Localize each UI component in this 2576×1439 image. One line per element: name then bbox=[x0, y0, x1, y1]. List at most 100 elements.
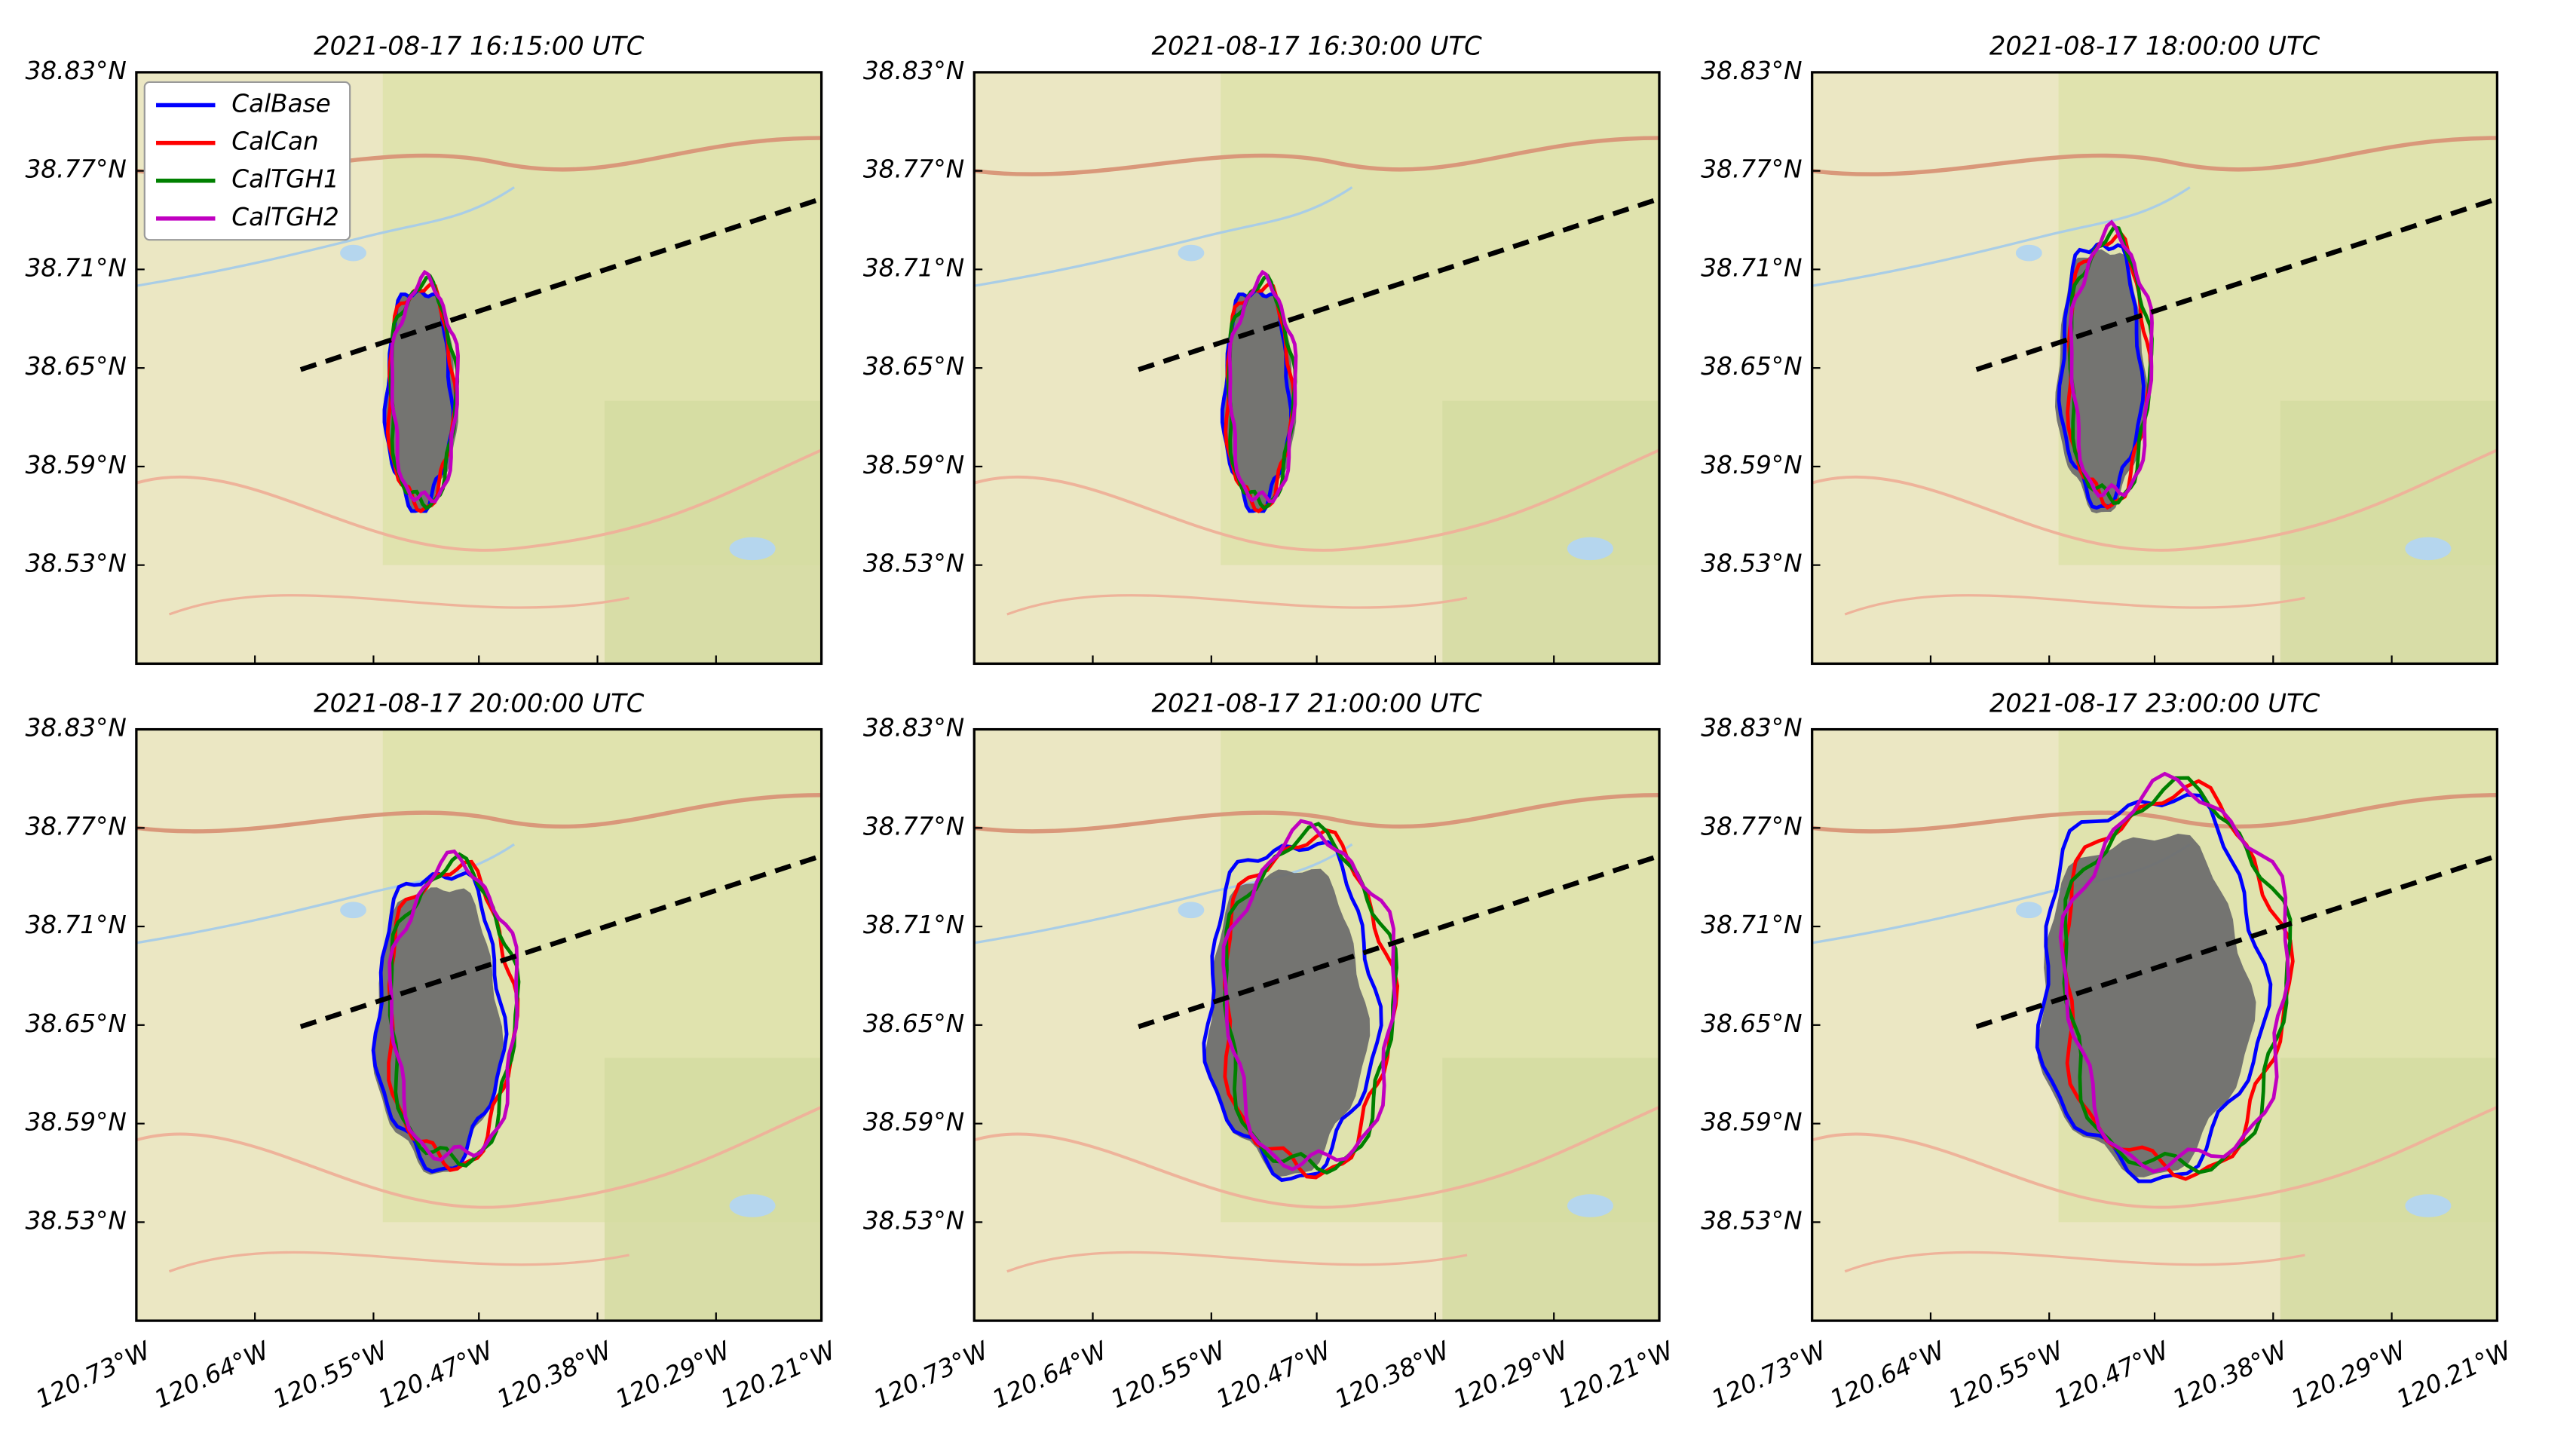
y-tick-label: 38.83°N bbox=[25, 57, 126, 85]
x-tick-label: 120.21°W bbox=[2392, 1336, 2516, 1414]
forest-area bbox=[1442, 400, 1660, 664]
legend-label: CalTGH1 bbox=[231, 165, 339, 194]
simulated-perimeter bbox=[387, 849, 519, 1162]
x-tick-label: 120.55°W bbox=[268, 1336, 393, 1414]
y-tick-label: 38.71°N bbox=[863, 253, 964, 282]
cross-section-line bbox=[1138, 196, 1661, 372]
x-tick-label: 120.29°W bbox=[611, 1336, 736, 1414]
x-tick-label: 120.29°W bbox=[2287, 1336, 2411, 1414]
y-tick-label: 38.53°N bbox=[863, 550, 964, 578]
map-panel bbox=[973, 727, 1661, 1322]
lake bbox=[1178, 902, 1205, 919]
y-tick-label: 38.83°N bbox=[1701, 714, 1802, 742]
lake bbox=[2015, 244, 2042, 262]
x-tick-label: 120.64°W bbox=[1826, 1336, 1950, 1414]
y-tick-label: 38.53°N bbox=[1701, 550, 1802, 578]
legend-box bbox=[143, 81, 351, 241]
lake bbox=[340, 244, 366, 262]
river bbox=[136, 186, 515, 287]
y-tick-label: 38.71°N bbox=[1701, 911, 1802, 939]
y-tick-label: 38.77°N bbox=[863, 812, 964, 840]
map-panel: CalBase CalCan CalTGH1 CalTGH2 bbox=[135, 71, 823, 666]
road bbox=[1844, 1251, 2305, 1273]
x-tick-label: 120.38°W bbox=[492, 1336, 617, 1414]
road bbox=[1006, 1251, 1468, 1273]
x-tick-label: 120.64°W bbox=[988, 1336, 1112, 1414]
x-tick-label: 120.29°W bbox=[1449, 1336, 1573, 1414]
river bbox=[1812, 186, 2191, 287]
cross-section-line bbox=[1975, 853, 2498, 1030]
simulated-perimeter bbox=[2058, 771, 2290, 1174]
road bbox=[973, 136, 1660, 176]
forest-area bbox=[1442, 1058, 1660, 1321]
y-tick-label: 38.59°N bbox=[863, 451, 964, 479]
road bbox=[1812, 1106, 2498, 1209]
road bbox=[973, 793, 1660, 834]
y-tick-label: 38.59°N bbox=[1701, 451, 1802, 479]
observed-fire-area bbox=[1221, 289, 1297, 511]
y-tick-label: 38.59°N bbox=[863, 1108, 964, 1137]
road bbox=[136, 1106, 822, 1209]
x-tick-label: 120.55°W bbox=[1107, 1336, 1231, 1414]
x-tick-label: 120.21°W bbox=[716, 1336, 841, 1414]
lake bbox=[729, 1194, 776, 1217]
map-panel bbox=[135, 727, 823, 1322]
panel-title: 2021-08-17 16:15:00 UTC bbox=[314, 32, 645, 61]
lake bbox=[340, 902, 366, 919]
y-tick-label: 38.71°N bbox=[863, 911, 964, 939]
cross-section-line bbox=[299, 196, 822, 372]
road bbox=[168, 1251, 629, 1273]
lake bbox=[1178, 244, 1205, 262]
y-tick-label: 38.71°N bbox=[25, 911, 126, 939]
y-tick-label: 38.53°N bbox=[25, 1206, 126, 1235]
y-tick-label: 38.65°N bbox=[1701, 1009, 1802, 1038]
simulated-perimeter bbox=[390, 269, 460, 504]
road bbox=[1812, 449, 2498, 552]
y-tick-label: 38.77°N bbox=[863, 155, 964, 184]
road bbox=[136, 449, 822, 552]
y-tick-label: 38.71°N bbox=[25, 253, 126, 282]
road bbox=[973, 1106, 1660, 1209]
river bbox=[974, 186, 1353, 287]
map-panel bbox=[973, 71, 1661, 666]
road bbox=[136, 793, 822, 834]
road bbox=[168, 594, 629, 616]
cross-section-line bbox=[299, 853, 822, 1030]
y-tick-label: 38.65°N bbox=[25, 1009, 126, 1038]
simulated-perimeter bbox=[1221, 819, 1397, 1171]
map-panel bbox=[1811, 727, 2499, 1322]
x-tick-label: 120.64°W bbox=[150, 1336, 274, 1414]
legend-label: CalBase bbox=[231, 89, 330, 118]
y-tick-label: 38.59°N bbox=[25, 1108, 126, 1137]
y-tick-label: 38.53°N bbox=[1701, 1206, 1802, 1235]
lake bbox=[2015, 902, 2042, 919]
panel-title: 2021-08-17 23:00:00 UTC bbox=[1989, 688, 2320, 718]
x-tick-label: 120.47°W bbox=[1211, 1336, 1336, 1414]
y-tick-label: 38.83°N bbox=[25, 714, 126, 742]
cross-section-line bbox=[1138, 853, 1661, 1030]
forest-area bbox=[2280, 1058, 2498, 1321]
y-tick-label: 38.53°N bbox=[25, 550, 126, 578]
x-tick-label: 120.47°W bbox=[374, 1336, 498, 1414]
y-tick-label: 38.71°N bbox=[1701, 253, 1802, 282]
road bbox=[1812, 793, 2498, 834]
panel-title: 2021-08-17 18:00:00 UTC bbox=[1989, 32, 2320, 61]
simulated-perimeter bbox=[1227, 269, 1298, 504]
map-panel bbox=[1811, 71, 2499, 666]
y-tick-label: 38.59°N bbox=[25, 451, 126, 479]
y-tick-label: 38.77°N bbox=[1701, 155, 1802, 184]
lake bbox=[2405, 1194, 2452, 1217]
simulated-perimeter bbox=[2069, 219, 2154, 498]
panel-title: 2021-08-17 21:00:00 UTC bbox=[1152, 688, 1483, 718]
y-tick-label: 38.77°N bbox=[25, 155, 126, 184]
forest-area bbox=[2280, 400, 2498, 664]
y-tick-label: 38.77°N bbox=[1701, 812, 1802, 840]
legend-label: CalTGH2 bbox=[231, 203, 339, 231]
legend-label: CalCan bbox=[231, 127, 318, 156]
y-tick-label: 38.65°N bbox=[1701, 352, 1802, 381]
y-tick-label: 38.83°N bbox=[863, 714, 964, 742]
y-tick-label: 38.53°N bbox=[863, 1206, 964, 1235]
x-tick-label: 120.38°W bbox=[1331, 1336, 1455, 1414]
panel-title: 2021-08-17 16:30:00 UTC bbox=[1152, 32, 1483, 61]
